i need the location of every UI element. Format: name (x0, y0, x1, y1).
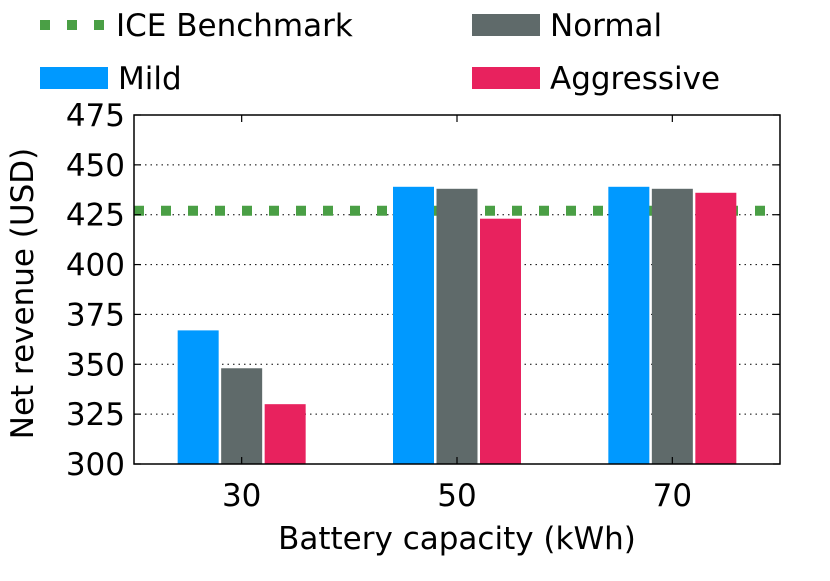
bar-normal-50 (436, 188, 478, 464)
y-tick-label: 450 (66, 148, 125, 184)
legend-swatch (472, 14, 540, 36)
y-tick-label: 425 (66, 198, 125, 234)
y-tick-label: 475 (66, 98, 125, 134)
legend-item-aggressive: Aggressive (472, 61, 720, 97)
legend-swatch (472, 67, 540, 89)
y-axis-ticks: 300 325 350 375 400 425 450 475 (66, 98, 780, 483)
y-tick-label: 375 (66, 297, 125, 333)
bar-aggressive-50 (480, 218, 521, 464)
x-tick-label: 50 (437, 478, 476, 514)
bars (177, 186, 737, 464)
x-axis-title: Battery capacity (kWh) (278, 521, 636, 557)
x-axis-ticks: 30 50 70 (222, 115, 692, 514)
legend: ICE Benchmark Normal Mild Aggressive (40, 8, 720, 97)
legend-label: Mild (118, 61, 182, 97)
legend-item-ice-benchmark: ICE Benchmark (40, 8, 353, 44)
legend-label: Normal (550, 8, 662, 44)
legend-swatch (40, 67, 108, 89)
bar-aggressive-30 (264, 404, 306, 464)
legend-label: Aggressive (550, 61, 720, 97)
bar-mild-50 (393, 186, 434, 464)
x-tick-label: 30 (222, 478, 261, 514)
bar-aggressive-70 (695, 192, 737, 464)
y-tick-label: 300 (66, 447, 125, 483)
y-axis-title: Net revenue (USD) (5, 148, 41, 439)
x-tick-label: 70 (653, 478, 692, 514)
legend-item-mild: Mild (40, 61, 182, 97)
bar-normal-70 (651, 188, 693, 464)
bar-normal-30 (221, 368, 263, 464)
bar-mild-70 (608, 186, 650, 464)
bar-mild-30 (177, 330, 219, 464)
legend-label: ICE Benchmark (116, 8, 353, 44)
legend-item-normal: Normal (472, 8, 662, 44)
y-tick-label: 400 (66, 248, 125, 284)
y-tick-label: 325 (66, 397, 125, 433)
y-tick-label: 350 (66, 347, 125, 383)
